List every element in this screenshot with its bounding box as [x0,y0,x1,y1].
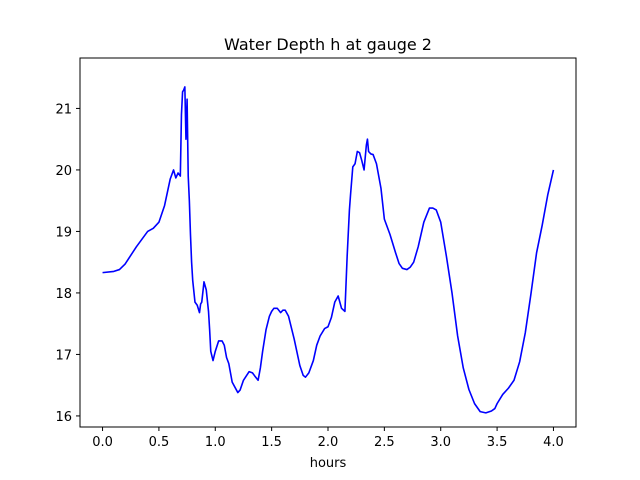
y-tick-label: 16 [55,410,72,425]
x-tick-label: 0.0 [92,435,113,450]
x-axis-ticks: 0.0 0.5 1.0 1.5 2.0 2.5 3.0 3.5 4.0 [92,427,564,450]
series-line [102,86,555,414]
y-tick-label: 19 [55,225,72,240]
x-tick-label: 1.0 [205,435,226,450]
plot-area [102,86,555,414]
x-tick-label: 3.5 [487,435,508,450]
y-tick-label: 17 [55,348,72,363]
x-axis-label: hours [310,456,347,471]
x-tick-label: 3.0 [430,435,451,450]
y-tick-label: 18 [55,287,72,302]
axes-frame [79,57,577,428]
chart-title: Water Depth h at gauge 2 [224,35,432,54]
x-tick-label: 2.0 [318,435,339,450]
y-tick-label: 21 [55,102,72,117]
y-tick-label: 20 [55,164,72,179]
x-tick-label: 4.0 [543,435,564,450]
x-tick-label: 0.5 [149,435,170,450]
y-axis-ticks: 16 17 18 19 20 21 [55,102,80,425]
x-tick-label: 1.5 [261,435,282,450]
x-tick-label: 2.5 [374,435,395,450]
